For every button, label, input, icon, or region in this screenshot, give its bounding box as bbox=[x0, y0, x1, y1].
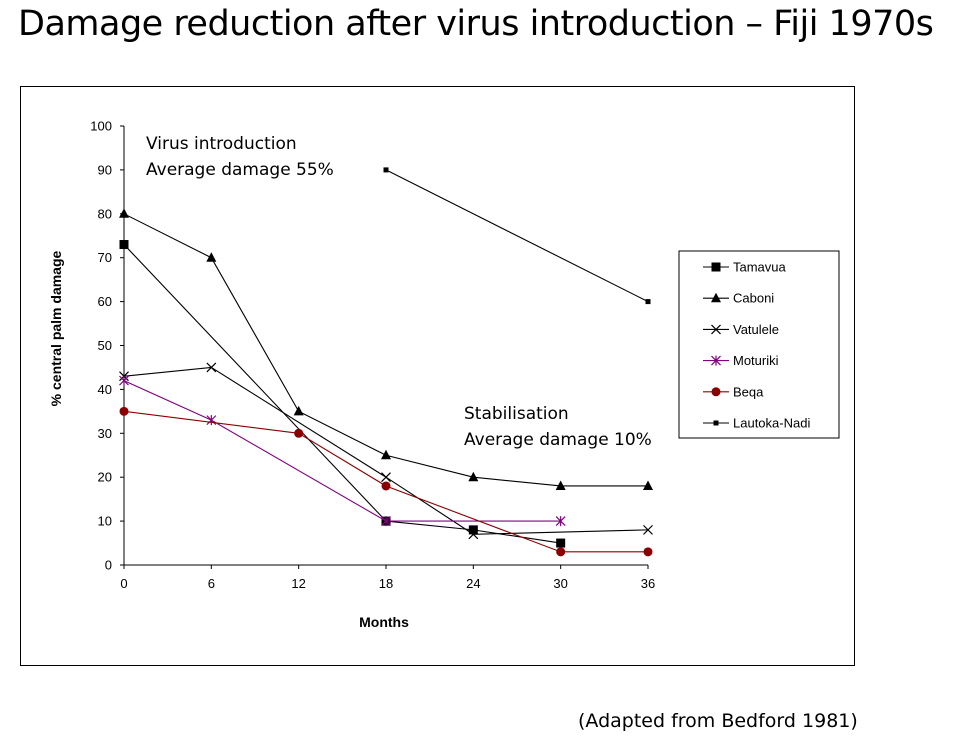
data-point-tamavua bbox=[119, 240, 129, 250]
legend-swatch-marker bbox=[711, 324, 721, 335]
y-tick-label: 60 bbox=[98, 294, 112, 309]
legend-item-vatulele: Vatulele bbox=[703, 322, 779, 337]
annotation: Stabilisation Average damage 10% bbox=[464, 404, 652, 450]
chart-frame bbox=[20, 86, 855, 666]
legend: Tamavua Caboni Vatulele Moturiki Beqa Lautoka… bbox=[678, 250, 840, 439]
legend-swatch-marker bbox=[713, 420, 719, 426]
legend-item-lautoka-nadi: Lautoka-Nadi bbox=[703, 416, 810, 431]
y-tick-label: 80 bbox=[98, 206, 112, 221]
series-beqa bbox=[119, 406, 653, 557]
y-tick-label: 40 bbox=[98, 382, 112, 397]
x-tick-label: 12 bbox=[291, 576, 305, 591]
legend-item-caboni: Caboni bbox=[703, 291, 774, 306]
data-point-caboni bbox=[468, 471, 479, 482]
series-line-tamavua bbox=[123, 244, 561, 544]
legend-swatch-marker bbox=[711, 292, 721, 303]
x-tick-label: 6 bbox=[208, 576, 215, 591]
y-tick-label: 90 bbox=[98, 162, 112, 177]
y-tick-label: 30 bbox=[98, 426, 112, 441]
data-point-lautoka-nadi bbox=[383, 167, 389, 173]
y-tick-label: 50 bbox=[98, 338, 112, 353]
legend-box bbox=[678, 250, 840, 439]
data-point-moturiki bbox=[381, 516, 391, 527]
y-tick-label: 0 bbox=[105, 558, 112, 573]
data-point-caboni bbox=[119, 208, 129, 218]
legend-label: Beqa bbox=[733, 384, 764, 399]
x-tick-label: 24 bbox=[466, 576, 480, 591]
data-point-beqa bbox=[381, 481, 391, 491]
x-tick-label: 36 bbox=[641, 576, 655, 591]
legend-label: Lautoka-Nadi bbox=[733, 416, 810, 431]
series-layer bbox=[119, 167, 653, 557]
data-point-moturiki bbox=[206, 415, 217, 426]
annotation: Virus introduction Average damage 55% bbox=[146, 134, 334, 180]
legend-item-moturiki: Moturiki bbox=[703, 353, 779, 368]
data-point-vatulele bbox=[206, 362, 217, 373]
annotations: Virus introduction Average damage 55% Stab… bbox=[146, 134, 652, 450]
data-point-beqa bbox=[643, 547, 653, 557]
y-tick-label: 70 bbox=[98, 250, 112, 265]
y-axis-title: % central palm damage bbox=[48, 250, 64, 406]
data-point-caboni bbox=[555, 480, 566, 490]
series-moturiki bbox=[119, 375, 566, 527]
x-tick-label: 30 bbox=[553, 576, 567, 591]
data-point-caboni bbox=[293, 405, 304, 416]
annotation-line: Average damage 10% bbox=[464, 430, 652, 450]
y-tick-label: 20 bbox=[98, 470, 112, 485]
series-caboni bbox=[119, 208, 653, 490]
series-line-lautoka-nadi bbox=[385, 169, 649, 303]
legend-swatch-marker bbox=[711, 355, 721, 366]
data-point-vatulele bbox=[468, 529, 479, 540]
annotation-line: Virus introduction bbox=[146, 134, 297, 154]
data-point-caboni bbox=[206, 252, 217, 262]
legend-item-beqa: Beqa bbox=[703, 384, 764, 399]
data-point-tamavua bbox=[468, 525, 478, 535]
slide-title: Damage reduction after virus introductio… bbox=[18, 4, 934, 44]
data-point-lautoka-nadi bbox=[645, 299, 651, 305]
line-chart: 0 10 20 30 40 50 60 70 80 90 100 0 6 12 18 24 30 36 Months… bbox=[48, 119, 840, 631]
x-tick-label: 18 bbox=[379, 576, 393, 591]
axes: 0 10 20 30 40 50 60 70 80 90 100 0 6 12 18 24 30 36 Months… bbox=[48, 119, 655, 631]
legend-label: Caboni bbox=[733, 291, 774, 306]
data-point-moturiki bbox=[119, 375, 129, 386]
data-point-vatulele bbox=[643, 524, 653, 535]
legend-label: Tamavua bbox=[733, 260, 787, 275]
data-point-beqa bbox=[556, 547, 566, 557]
data-point-caboni bbox=[381, 449, 391, 460]
legend-swatch-marker bbox=[711, 262, 721, 272]
data-point-caboni bbox=[643, 480, 653, 490]
series-line-moturiki bbox=[123, 380, 561, 522]
y-tick-label: 100 bbox=[90, 119, 112, 134]
series-tamavua bbox=[119, 240, 566, 548]
annotation-line: Average damage 55% bbox=[146, 160, 334, 180]
data-point-vatulele bbox=[381, 472, 391, 483]
x-tick-label: 0 bbox=[120, 576, 127, 591]
legend-swatch-marker bbox=[711, 387, 721, 397]
x-axis-title: Months bbox=[359, 614, 409, 630]
source-note: (Adapted from Bedford 1981) bbox=[578, 710, 858, 732]
legend-item-tamavua: Tamavua bbox=[703, 260, 787, 275]
legend-label: Vatulele bbox=[733, 322, 779, 337]
data-point-moturiki bbox=[555, 516, 566, 527]
legend-label: Moturiki bbox=[733, 353, 779, 368]
series-lautoka-nadi bbox=[383, 167, 651, 305]
data-point-beqa bbox=[119, 406, 129, 416]
data-point-beqa bbox=[294, 428, 304, 438]
data-point-tamavua bbox=[556, 538, 566, 548]
annotation-line: Stabilisation bbox=[464, 404, 569, 424]
y-tick-label: 10 bbox=[98, 514, 112, 529]
